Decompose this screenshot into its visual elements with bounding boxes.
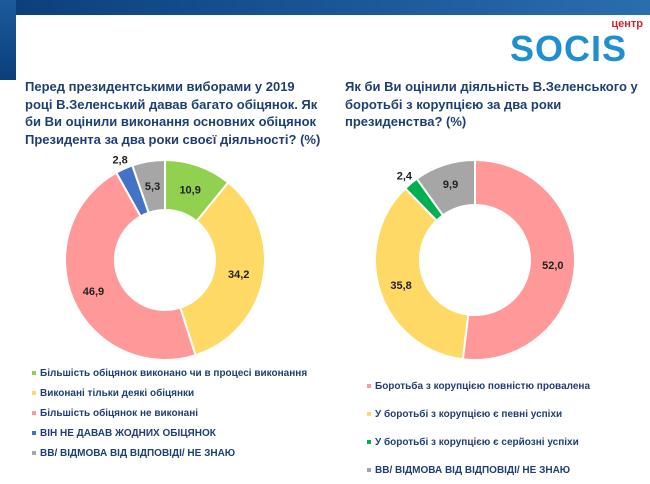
chart1-legend-item: Більшість обіцянок не виконані xyxy=(32,403,307,423)
chart2-slice-1 xyxy=(374,186,470,361)
chart1-data-label-3: 2,8 xyxy=(112,155,127,167)
chart2-legend-item: У боротьбі з корупцією є певні успіхи xyxy=(367,400,590,428)
legend-label: ВВ/ ВІДМОВА ВІД ВІДПОВІДІ/ НЕ ЗНАЮ xyxy=(375,464,571,476)
chart2-title: Як би Ви оцінили діяльність В.Зеленськог… xyxy=(345,79,638,129)
chart1-data-label-1: 34,2 xyxy=(228,269,249,281)
chart2-slice-3 xyxy=(415,158,476,217)
chart1-legend-item: ВВ/ ВІДМОВА ВІД ВІДПОВІДІ/ НЕ ЗНАЮ xyxy=(32,443,307,463)
chart1-legend: Більшість обіцянок виконано чи в процесі… xyxy=(32,363,307,463)
legend-label: ВВ/ ВІДМОВА ВІД ВІДПОВІДІ/ НЕ ЗНАЮ xyxy=(40,447,236,459)
legend-label: Більшість обіцянок виконано чи в процесі… xyxy=(40,367,308,379)
chart2-data-label-3: 9,9 xyxy=(443,179,458,191)
legend-swatch xyxy=(367,468,371,472)
chart2-data-label-2: 2,4 xyxy=(397,171,413,183)
legend-swatch xyxy=(367,412,371,416)
header-bar xyxy=(0,0,650,15)
chart1-data-label-4: 5,3 xyxy=(145,181,160,193)
chart2-data-label-1: 35,8 xyxy=(390,280,411,292)
chart1-legend-item: ВІН НЕ ДАВАВ ЖОДНИХ ОБІЦЯНОК xyxy=(32,423,307,443)
chart1-slice-1 xyxy=(179,181,266,357)
chart2-slice-0 xyxy=(461,158,576,361)
chart2-legend: Боротьба з корупцією повністю провалена У… xyxy=(367,372,590,484)
legend-label: ВІН НЕ ДАВАВ ЖОДНИХ ОБІЦЯНОК xyxy=(40,427,216,439)
legend-swatch xyxy=(32,391,36,395)
chart1-slice-2 xyxy=(63,171,197,361)
donut-charts: 10,9 34,2 46,9 2,8 5,3 52,0 35,8 2,4 9,9 xyxy=(63,155,576,361)
legend-label: Виконані тільки деякі обіцянки xyxy=(40,387,195,399)
chart1-data-label-0: 10,9 xyxy=(179,184,200,196)
legend-swatch xyxy=(32,451,36,455)
legend-label: У боротьбі з корупцією є серйозні успіхи xyxy=(375,436,579,448)
side-accent-bar xyxy=(0,0,16,80)
legend-swatch xyxy=(32,431,36,435)
legend-label: Більшість обіцянок не виконані xyxy=(40,407,199,419)
chart1-data-label-2: 46,9 xyxy=(83,286,104,298)
legend-swatch xyxy=(367,440,371,444)
legend-label: Боротьба з корупцією повністю провалена xyxy=(375,380,591,392)
chart2-legend-item: Боротьба з корупцією повністю провалена xyxy=(367,372,590,400)
chart1-legend-item: Виконані тільки деякі обіцянки xyxy=(32,383,307,403)
legend-swatch xyxy=(32,371,36,375)
legend-label: У боротьбі з корупцією є певні успіхи xyxy=(375,408,563,420)
chart1-slice-4 xyxy=(131,158,166,215)
chart1-title: Перед президентськими виборами у 2019 ро… xyxy=(25,79,321,147)
legend-swatch xyxy=(32,411,36,415)
chart1-legend-item: Більшість обіцянок виконано чи в процесі… xyxy=(32,363,307,383)
chart2-legend-item: У боротьбі з корупцією є серйозні успіхи xyxy=(367,428,590,456)
chart2-data-label-0: 52,0 xyxy=(542,260,563,272)
legend-swatch xyxy=(367,384,371,388)
socis-logo: центр SOCIS xyxy=(510,18,643,69)
chart2-legend-item: ВВ/ ВІДМОВА ВІД ВІДПОВІДІ/ НЕ ЗНАЮ xyxy=(367,456,590,484)
